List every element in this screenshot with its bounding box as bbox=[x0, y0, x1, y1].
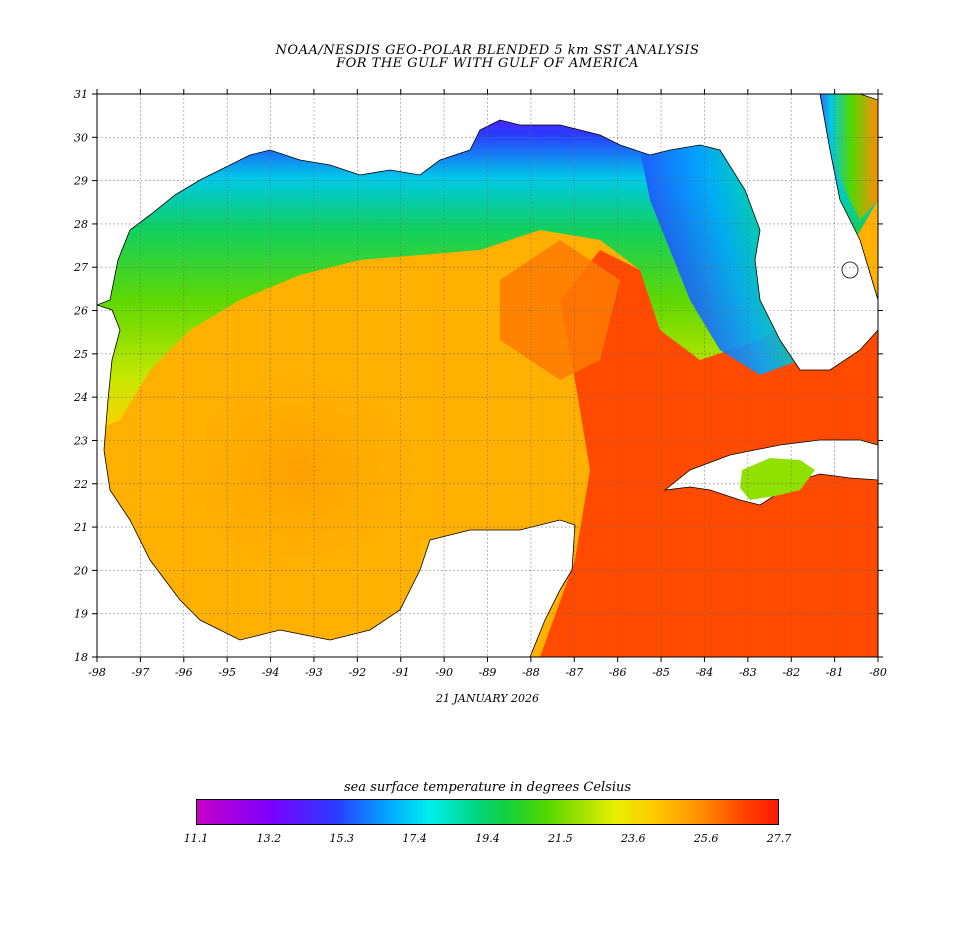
loop-current-core bbox=[500, 240, 620, 380]
latitude-tick-label: 22 bbox=[73, 478, 88, 491]
longitude-tick-label: -85 bbox=[652, 666, 670, 679]
latitude-tick-label: 24 bbox=[73, 391, 88, 404]
longitude-tick-label: -93 bbox=[305, 666, 323, 679]
map-title-line-2: FOR THE GULF WITH GULF OF AMERICA bbox=[336, 56, 639, 71]
latitude-tick-label: 23 bbox=[73, 434, 88, 447]
longitude-tick-label: -98 bbox=[88, 666, 106, 679]
longitude-tick-label: -91 bbox=[392, 666, 410, 679]
longitude-tick-label: -88 bbox=[522, 666, 540, 679]
cuba-inland-lake bbox=[740, 458, 815, 500]
longitude-axis: -98 -97 -96 -95 -94 -93 -92 -91 -90 -89 -88 -87 -86 -… bbox=[88, 89, 887, 679]
colorbar-tick-label: 19.4 bbox=[475, 832, 500, 845]
colorbar-tick-label: 13.2 bbox=[256, 832, 282, 845]
colorbar-tick-label: 23.6 bbox=[621, 832, 646, 845]
colorbar-tick-label: 11.1 bbox=[183, 832, 209, 845]
colorbar-tick-label: 15.3 bbox=[329, 832, 355, 845]
longitude-tick-label: -80 bbox=[869, 666, 887, 679]
longitude-tick-label: -97 bbox=[132, 666, 150, 679]
latitude-tick-label: 21 bbox=[73, 521, 88, 534]
longitude-tick-label: -95 bbox=[218, 666, 236, 679]
longitude-tick-label: -86 bbox=[609, 666, 627, 679]
latitude-tick-label: 25 bbox=[73, 348, 88, 361]
latitude-tick-label: 29 bbox=[73, 175, 88, 188]
atlantic-water bbox=[810, 94, 878, 220]
longitude-tick-label: -92 bbox=[348, 666, 366, 679]
latitude-tick-label: 18 bbox=[74, 651, 88, 664]
map-title-line-1: NOAA/NESDIS GEO-POLAR BLENDED 5 km SST A… bbox=[275, 43, 700, 58]
colorbar-tick-label: 27.7 bbox=[766, 832, 792, 845]
longitude-tick-label: -82 bbox=[782, 666, 800, 679]
latitude-tick-label: 27 bbox=[73, 261, 88, 274]
longitude-tick-label: -94 bbox=[262, 666, 280, 679]
longitude-tick-label: -89 bbox=[479, 666, 497, 679]
graticule bbox=[97, 94, 878, 657]
warm-eddy bbox=[170, 360, 430, 580]
lake-okeechobee bbox=[841, 261, 859, 279]
colorbar-title: sea surface temperature in degrees Celsi… bbox=[343, 780, 632, 795]
analysis-date: 21 JANUARY 2026 bbox=[435, 692, 540, 705]
colorbar-tick-label: 17.4 bbox=[402, 832, 427, 845]
longitude-tick-label: -96 bbox=[175, 666, 193, 679]
longitude-tick-label: -90 bbox=[435, 666, 453, 679]
colorbar-tick-label: 21.5 bbox=[548, 832, 573, 845]
latitude-tick-label: 20 bbox=[73, 564, 88, 577]
latitude-tick-label: 30 bbox=[74, 131, 88, 144]
longitude-tick-label: -87 bbox=[565, 666, 583, 679]
longitude-tick-label: -83 bbox=[739, 666, 757, 679]
latitude-axis: 31 30 29 28 27 26 25 24 23 22 21 20 19 18 bbox=[73, 88, 883, 664]
colorbar-tick-label: 25.6 bbox=[693, 832, 719, 845]
latitude-tick-label: 19 bbox=[74, 608, 88, 621]
latitude-tick-label: 31 bbox=[74, 88, 88, 101]
mexico-mainland bbox=[97, 304, 576, 657]
latitude-tick-label: 28 bbox=[73, 218, 88, 231]
us-mainland bbox=[97, 94, 878, 371]
longitude-tick-label: -84 bbox=[696, 666, 714, 679]
latitude-tick-label: 26 bbox=[73, 305, 88, 318]
longitude-tick-label: -81 bbox=[826, 666, 844, 679]
colorbar bbox=[196, 799, 779, 825]
